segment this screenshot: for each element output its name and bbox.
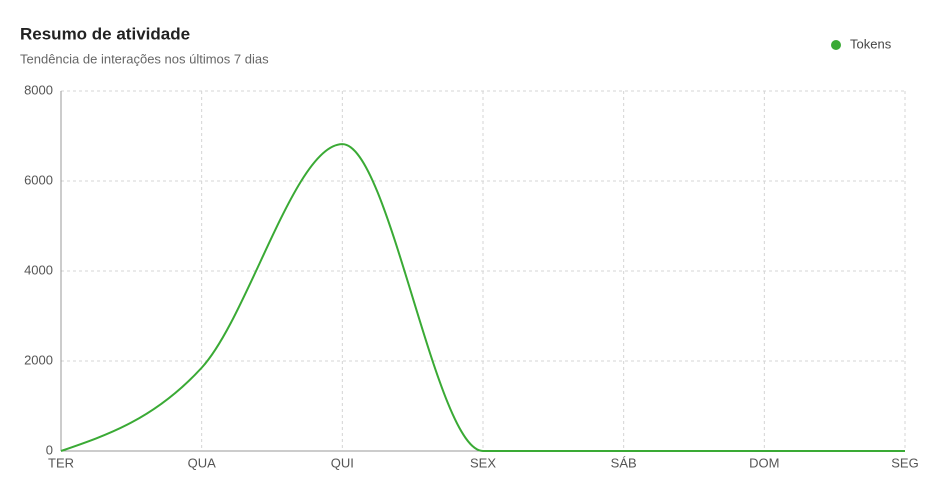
y-tick-label: 0 xyxy=(46,442,53,457)
y-tick-label: 8000 xyxy=(24,82,53,97)
chart-subtitle: Tendência de interações nos últimos 7 di… xyxy=(20,51,269,66)
legend-label: Tokens xyxy=(850,36,892,51)
chart-title: Resumo de atividade xyxy=(20,24,190,43)
legend-marker xyxy=(831,40,841,50)
x-tick-label: QUA xyxy=(188,455,217,470)
x-tick-label: SEX xyxy=(470,455,496,470)
x-tick-label: QUI xyxy=(331,455,354,470)
y-tick-label: 2000 xyxy=(24,352,53,367)
x-tick-label: TER xyxy=(48,455,74,470)
x-tick-label: SÁB xyxy=(611,455,637,470)
y-tick-label: 6000 xyxy=(24,172,53,187)
x-tick-label: SEG xyxy=(891,455,918,470)
x-tick-label: DOM xyxy=(749,455,779,470)
line xyxy=(60,143,905,453)
y-tick-label: 4000 xyxy=(24,262,53,277)
